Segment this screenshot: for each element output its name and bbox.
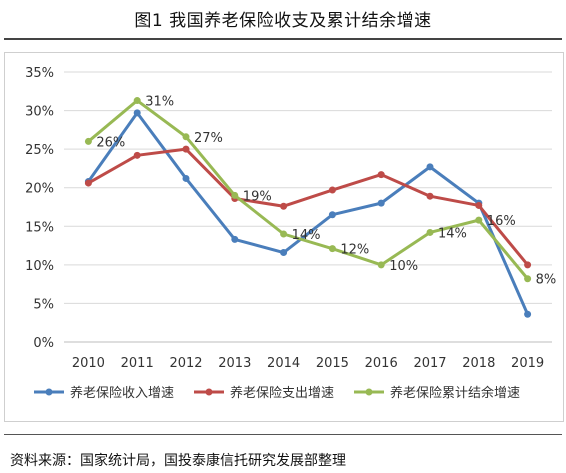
legend-entry: 养老保险支出增速	[230, 385, 334, 401]
data-label: 26%	[96, 135, 125, 150]
x-tick-label: 2011	[121, 356, 154, 371]
data-point	[182, 133, 190, 141]
data-label: 10%	[389, 259, 418, 274]
x-tick-label: 2014	[267, 356, 300, 371]
data-point	[328, 211, 336, 219]
data-point	[475, 216, 483, 224]
data-point	[84, 137, 92, 145]
y-tick-label: 30%	[25, 105, 54, 120]
line-chart: 0% 5% 10% 15% 20% 25% 30% 35% 2010 2011 2012 2013 20…	[4, 52, 564, 422]
x-tick-label: 2010	[72, 356, 105, 371]
data-point	[377, 199, 385, 207]
y-tick-label: 10%	[25, 259, 54, 274]
data-point	[280, 230, 288, 238]
source-divider	[4, 434, 562, 435]
line-chart-svg: 0% 5% 10% 15% 20% 25% 30% 35% 2010 2011 2012 2013 20…	[4, 52, 564, 422]
data-point	[426, 228, 434, 236]
source-note: 资料来源：国家统计局，国投泰康信托研究发展部整理	[10, 453, 346, 469]
data-point	[426, 192, 434, 200]
data-point	[377, 171, 385, 179]
data-point	[426, 163, 434, 171]
legend: 养老保险收入增速 养老保险支出增速 养老保险累计结余增速	[34, 385, 520, 401]
data-point	[182, 145, 190, 153]
data-point	[524, 310, 532, 318]
x-tick-label: 2016	[365, 356, 398, 371]
data-point	[328, 245, 336, 253]
legend-swatch-marker	[205, 388, 213, 396]
x-tick-label: 2018	[462, 356, 495, 371]
series-line-3	[87, 99, 529, 280]
data-point	[231, 235, 239, 243]
data-labels: 26% 31% 27% 19% 14% 12% 10% 14% 16% 8%	[96, 95, 556, 288]
data-label: 27%	[194, 131, 223, 146]
y-tick-label: 25%	[25, 143, 54, 158]
axes: 0% 5% 10% 15% 20% 25% 30% 35% 2010 2011 2012 2013 20…	[25, 66, 544, 371]
data-point	[133, 97, 141, 105]
x-tick-label: 2015	[316, 356, 349, 371]
series-line-2	[87, 147, 529, 266]
data-label: 8%	[536, 273, 557, 288]
data-point	[524, 261, 532, 269]
data-label: 12%	[340, 243, 369, 258]
data-point	[377, 261, 385, 269]
x-tick-label: 2017	[413, 356, 446, 371]
legend-entry: 养老保险累计结余增速	[390, 385, 520, 401]
data-point	[84, 179, 92, 187]
series-lines	[84, 97, 532, 318]
legend-swatch-marker	[365, 388, 373, 396]
data-point	[524, 275, 532, 283]
data-point	[328, 186, 336, 194]
title-divider	[4, 38, 562, 40]
chart-title: 图1 我国养老保险收支及累计结余增速	[134, 11, 432, 31]
data-label: 14%	[438, 226, 467, 241]
data-point	[280, 249, 288, 257]
data-point	[133, 109, 141, 117]
data-label: 16%	[487, 214, 516, 229]
y-tick-label: 0%	[33, 336, 54, 351]
x-tick-label: 2013	[218, 356, 251, 371]
y-tick-label: 20%	[25, 182, 54, 197]
data-point	[475, 201, 483, 209]
y-tick-label: 15%	[25, 220, 54, 235]
data-label: 14%	[292, 228, 321, 243]
data-point	[280, 202, 288, 210]
data-point	[231, 191, 239, 199]
series-line-1	[87, 111, 529, 315]
legend-swatch-marker	[45, 388, 53, 396]
data-point	[133, 151, 141, 159]
data-point	[182, 174, 190, 182]
x-tick-label: 2012	[169, 356, 202, 371]
legend-entry: 养老保险收入增速	[70, 385, 174, 401]
data-label: 19%	[243, 189, 272, 204]
y-tick-label: 35%	[25, 66, 54, 81]
data-label: 31%	[145, 95, 174, 110]
y-tick-label: 5%	[33, 297, 54, 312]
gridlines	[64, 71, 552, 343]
x-tick-label: 2019	[511, 356, 544, 371]
